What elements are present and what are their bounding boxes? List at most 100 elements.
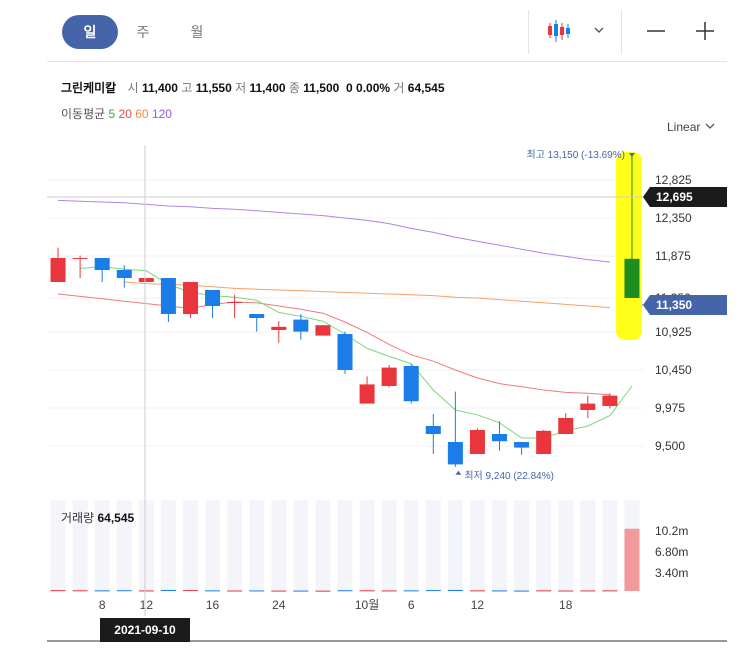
volume-bars — [50, 500, 640, 592]
crosshair-price-tag — [643, 187, 727, 207]
moving-average-legend: 이동평균 5 20 60 120 — [61, 105, 172, 122]
y-tick-label: 12,350 — [655, 211, 692, 225]
volume-column — [558, 500, 574, 591]
volume-bar — [514, 590, 530, 592]
min-marker-icon — [455, 470, 462, 475]
volume-value: 64,545 — [407, 81, 445, 95]
highlight-marker — [615, 152, 642, 340]
volume-bar — [315, 590, 331, 592]
volume-bar — [50, 590, 66, 592]
volume-tick-label: 3.40m — [655, 566, 688, 580]
volume-column — [425, 500, 441, 591]
volume-column — [447, 500, 463, 591]
toolbar-divider — [621, 10, 622, 54]
volume-column — [602, 500, 618, 591]
volume-panel-value: 64,545 — [97, 511, 135, 525]
ma120-line — [57, 199, 610, 263]
candle-body — [359, 384, 375, 404]
volume-column — [138, 500, 154, 591]
candle-body — [271, 326, 287, 330]
toolbar-divider — [528, 10, 529, 54]
volume-column — [469, 500, 485, 591]
chevron-down-icon — [705, 123, 715, 129]
zoom-in-button[interactable] — [692, 14, 718, 48]
y-tick-label: 9,975 — [655, 401, 685, 415]
low-label: 저 — [235, 81, 247, 95]
volume-bar — [293, 590, 309, 592]
candle-body — [227, 302, 243, 303]
candle-body — [315, 325, 331, 336]
candle-body — [50, 258, 66, 282]
candle-body — [514, 442, 530, 448]
plus-icon — [696, 22, 714, 40]
candle-body — [249, 314, 265, 318]
volume-column — [72, 500, 88, 591]
close-value: 11,500 — [303, 81, 340, 95]
scale-selector[interactable]: Linear — [667, 120, 716, 134]
volume-column — [50, 500, 66, 591]
volume-bar — [425, 590, 441, 592]
volume-bar — [580, 590, 596, 592]
volume-bar — [116, 590, 132, 592]
change-percent: 0.00% — [356, 81, 391, 95]
candle-body — [469, 430, 485, 454]
volume-column — [116, 500, 132, 591]
candle-body — [138, 278, 154, 282]
moving-average-lines — [57, 199, 633, 439]
current-price-tag — [643, 295, 727, 315]
min-annotation: 최저 9,240 (22.84%) — [464, 470, 554, 482]
volume-column — [94, 500, 110, 591]
x-tick-label: 10월 — [355, 598, 379, 612]
ma-20: 20 — [118, 107, 132, 121]
volume-column — [381, 500, 397, 591]
y-tick-label: 10,925 — [655, 325, 692, 339]
date-axis: 8 12 16 24 10월 6 12 18 — [99, 598, 573, 612]
candlestick-icon — [548, 20, 570, 42]
crosshair-date-label: 2021-09-10 — [114, 623, 176, 637]
chart-toolbar: 일 주 월 — [47, 0, 727, 62]
candle-body — [425, 426, 441, 434]
volume-column — [271, 500, 287, 591]
ma-5: 5 — [108, 107, 116, 121]
tab-day[interactable]: 일 — [62, 15, 118, 49]
volume-bar — [602, 590, 618, 592]
max-marker-icon — [628, 153, 635, 157]
ma60-line — [124, 281, 610, 309]
ma-60: 60 — [135, 107, 149, 121]
x-tick-label: 8 — [99, 598, 106, 612]
candle-body — [293, 319, 309, 332]
zoom-out-button[interactable] — [643, 14, 669, 48]
tab-month[interactable]: 월 — [190, 24, 204, 40]
tab-week[interactable]: 주 — [136, 24, 150, 40]
volume-column — [536, 500, 552, 591]
candle-body — [381, 367, 397, 386]
chart-type-button[interactable] — [543, 14, 623, 48]
volume-tick-label: 6.80m — [655, 545, 688, 559]
volume-column — [315, 500, 331, 591]
volume-column — [249, 500, 265, 591]
volume-tick-label: 10.2m — [655, 524, 688, 538]
candle-body — [94, 258, 110, 270]
candle-body — [403, 366, 419, 402]
candle-body — [72, 258, 88, 259]
y-tick-label: 11,875 — [655, 249, 691, 263]
volume-bar — [558, 590, 574, 592]
volume-bar — [271, 590, 287, 592]
candle-body — [447, 442, 463, 465]
ma-label: 이동평균 — [61, 107, 106, 121]
volume-bar — [624, 528, 640, 591]
volume-bar — [182, 590, 198, 592]
ohlc-summary: 그린케미칼 시 11,400 고 11,550 저 11,400 종 11,50… — [61, 79, 445, 96]
candle-body — [624, 258, 640, 298]
volume-column — [359, 500, 375, 591]
ma-120: 120 — [151, 107, 172, 121]
volume-bar — [447, 589, 463, 591]
x-tick-label: 18 — [559, 598, 573, 612]
x-tick-label: 12 — [140, 598, 154, 612]
high-label: 고 — [181, 81, 193, 95]
volume-bar — [359, 590, 375, 592]
volume-column — [337, 500, 353, 591]
open-value: 11,400 — [141, 81, 178, 95]
volume-column — [182, 500, 198, 591]
